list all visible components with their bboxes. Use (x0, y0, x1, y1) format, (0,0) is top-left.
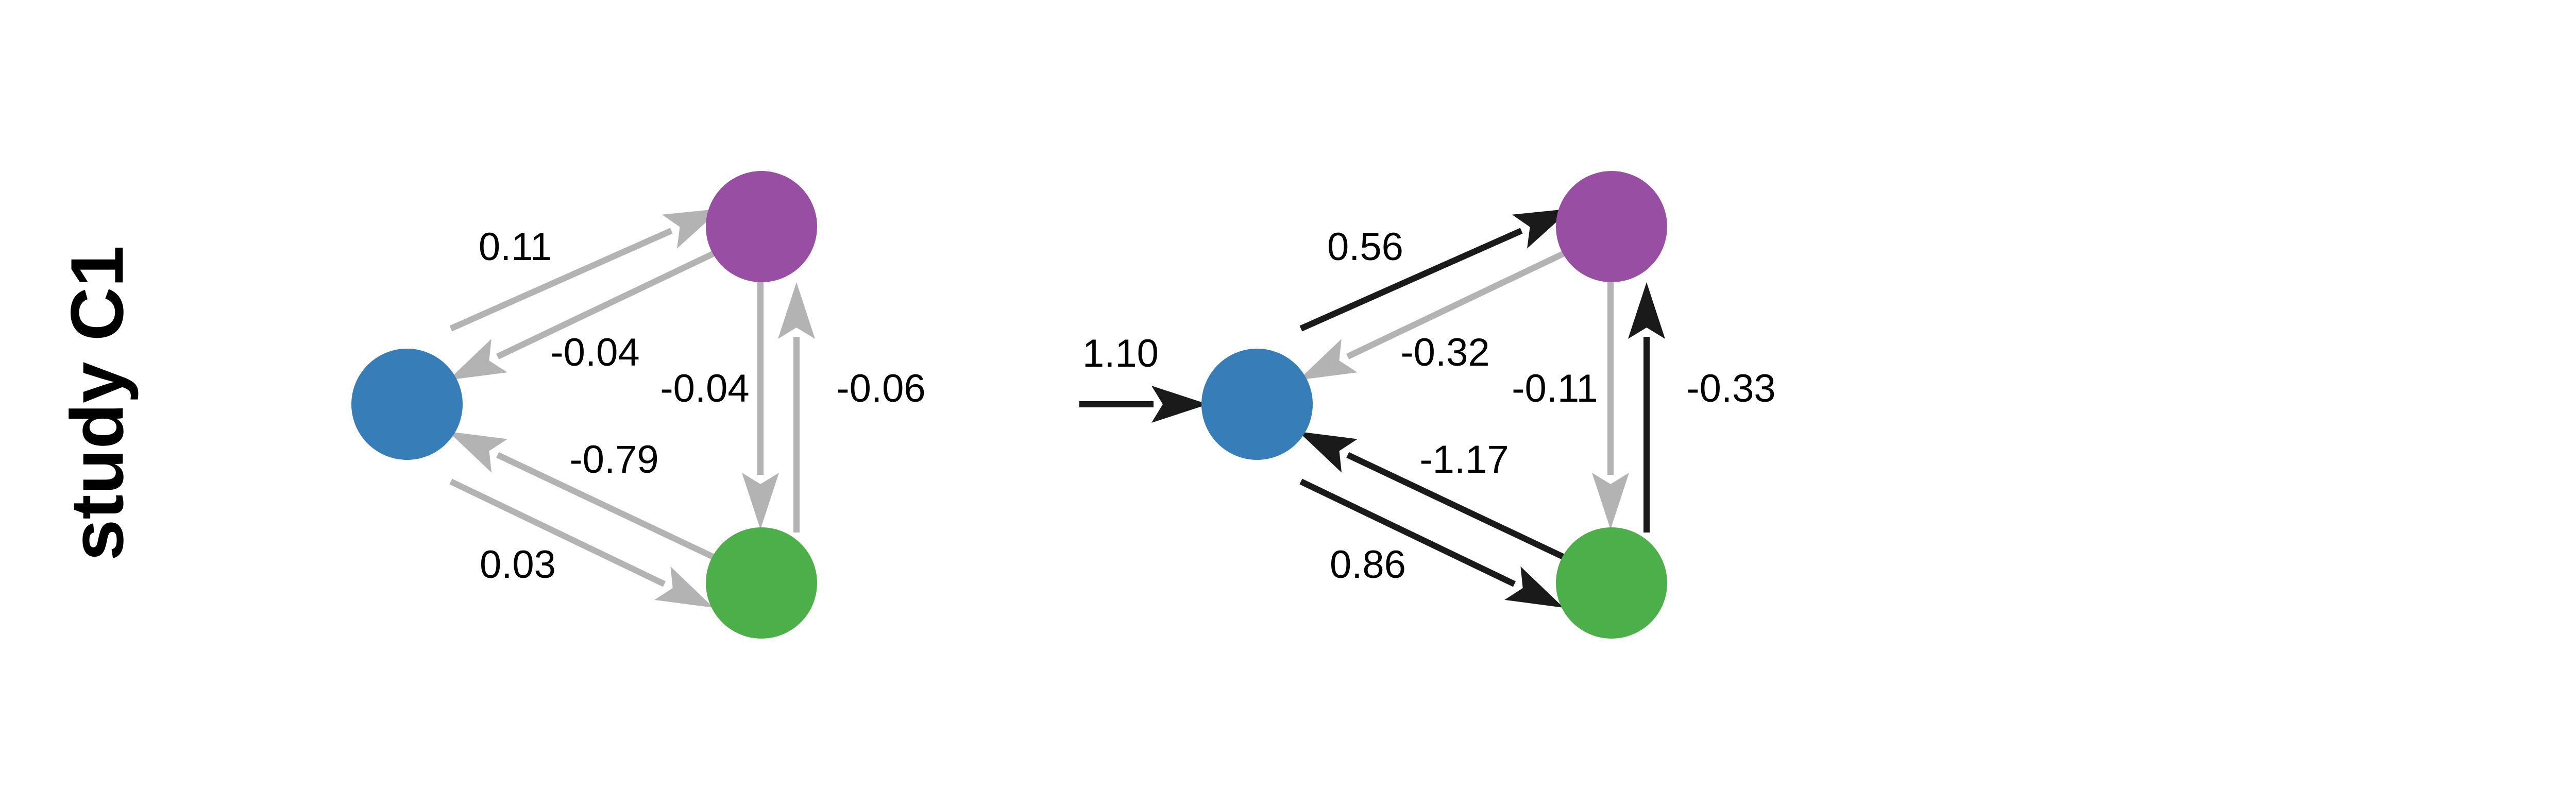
node-blue (351, 349, 463, 460)
edge-a-to-c-arrow-shaft (449, 478, 666, 587)
edge-b-to-c-arrow (742, 278, 779, 529)
node-blue (1201, 349, 1313, 460)
edge-a-to-c-label: 0.86 (1330, 543, 1406, 587)
edge-c-to-b-arrow (778, 282, 815, 533)
edge-a-to-c-label: 0.03 (480, 543, 556, 587)
edge-a-to-b-label: 0.11 (479, 225, 552, 269)
edge-b-to-c-arrow-head (742, 473, 779, 529)
input-arrow (1079, 386, 1208, 423)
edge-c-to-a-arrow (448, 432, 717, 561)
edge-a-to-b-arrow-shaft (449, 228, 673, 332)
input-label: 1.10 (1082, 332, 1159, 375)
edge-b-to-c-label: -0.11 (1512, 367, 1598, 410)
edge-c-to-b-label: -0.06 (836, 367, 925, 410)
edge-b-to-a-arrow (1298, 249, 1568, 380)
panel-2: 0.56 -0.32 -0.11 -0.33 -1.17 0.86 1.10 (1079, 171, 1776, 639)
edge-a-to-c-arrow (1299, 478, 1564, 608)
edge-b-to-a-arrow-shaft (1346, 249, 1568, 359)
edge-c-to-b-label: -0.33 (1686, 367, 1775, 410)
edge-b-to-a-arrow-head (448, 339, 507, 380)
edge-c-to-a-arrow-shaft (1346, 452, 1567, 561)
edge-a-to-c-arrow-head (1504, 566, 1564, 608)
edge-c-to-b-arrow-head (778, 282, 815, 339)
node-purple (706, 171, 817, 282)
edge-c-to-a-arrow-head (448, 432, 507, 473)
edge-c-to-a-arrow-head (1298, 432, 1358, 473)
edge-c-to-a-arrow (1298, 432, 1567, 561)
edge-a-to-b-arrow-shaft (1299, 228, 1523, 332)
edge-b-to-a-label: -0.32 (1400, 331, 1489, 374)
edge-b-to-a-arrow-head (1298, 339, 1358, 380)
edge-c-to-a-label: -1.17 (1419, 438, 1509, 482)
edge-a-to-c-arrow (449, 478, 714, 608)
edge-c-to-b-arrow-head (1628, 282, 1665, 339)
node-purple (1556, 171, 1667, 282)
node-green (706, 527, 817, 639)
edge-b-to-c-arrow (1592, 278, 1629, 529)
edge-b-to-a-arrow-shaft (496, 249, 718, 359)
edge-b-to-a-arrow (448, 249, 718, 380)
node-green (1556, 527, 1667, 639)
edge-b-to-a-label: -0.04 (550, 331, 639, 374)
edge-c-to-a-label: -0.79 (569, 438, 658, 482)
edge-c-to-b-arrow (1628, 282, 1665, 533)
edge-c-to-a-arrow-shaft (496, 452, 717, 561)
row-label: study C1 (55, 246, 139, 561)
input-arrow-head (1151, 386, 1208, 423)
edge-a-to-c-arrow-shaft (1299, 478, 1516, 587)
edge-b-to-c-arrow-head (1592, 473, 1629, 529)
panel-1: 0.11 -0.04 -0.04 -0.06 -0.79 0.03 (351, 171, 926, 639)
edge-a-to-c-arrow-head (654, 566, 714, 608)
edge-b-to-c-label: -0.04 (660, 367, 749, 410)
edge-a-to-b-label: 0.56 (1327, 225, 1403, 269)
